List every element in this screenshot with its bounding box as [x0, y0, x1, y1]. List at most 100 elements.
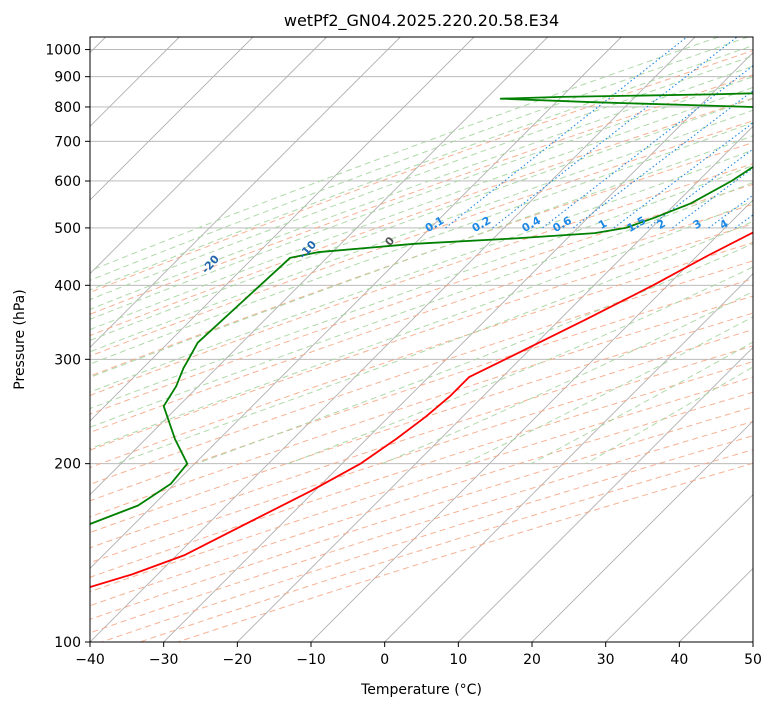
- moist-adiabat-line: [196, 242, 753, 465]
- isotherm-line: [384, 273, 753, 642]
- x-tick-label: −30: [149, 652, 179, 668]
- isotherm-line: [237, 125, 753, 642]
- x-tick-label: 50: [744, 652, 762, 668]
- dry-adiabat-line: [90, 223, 753, 451]
- mixing-ratio-label: 6: [756, 217, 769, 232]
- isotherm-line: [90, 37, 622, 569]
- x-tick-label: −20: [223, 652, 253, 668]
- y-tick-label: 500: [54, 221, 81, 237]
- y-tick-label: 800: [54, 100, 81, 116]
- moist-adiabat-line: [90, 164, 753, 410]
- isotherm-line: [90, 37, 475, 422]
- mixing-ratio-line: [734, 214, 753, 229]
- dry-adiabat-label: -10: [296, 238, 319, 262]
- moist-adiabat-line: [382, 291, 753, 465]
- dry-adiabat-line: [101, 435, 753, 642]
- x-tick-label: −10: [296, 652, 326, 668]
- mixing-ratio-line: [542, 65, 753, 229]
- moist-adiabat-line: [90, 86, 753, 331]
- y-tick-label: 700: [54, 134, 81, 150]
- isotherm-line: [90, 37, 696, 642]
- y-tick-label: 100: [54, 635, 81, 651]
- moist-adiabat-line: [90, 76, 753, 320]
- dry-adiabat-line: [90, 329, 753, 549]
- x-tick-label: 20: [523, 652, 541, 668]
- sounding-series: [90, 92, 753, 588]
- isotherm-line: [90, 37, 401, 348]
- dry-adiabat-line: [90, 120, 753, 357]
- isotherm-line: [752, 641, 753, 642]
- dewpoint-line: [90, 92, 753, 525]
- moist-adiabat-line: [288, 266, 753, 465]
- mixing-ratio-line: [647, 148, 753, 229]
- x-tick-label: −40: [75, 652, 105, 668]
- x-tick-label: 0: [380, 652, 389, 668]
- mixing-ratio-label: 2: [655, 217, 668, 232]
- mixing-ratio-label: 0.6: [550, 214, 574, 235]
- moist-adiabat-line: [90, 98, 753, 341]
- isotherm-lines: [90, 37, 753, 642]
- isobar-gridlines: [90, 49, 753, 642]
- isotherm-line: [90, 37, 548, 496]
- y-tick-label: 200: [54, 457, 81, 473]
- moist-adiabat-lines: [90, 37, 753, 465]
- isotherm-line: [310, 199, 753, 642]
- moist-adiabat-line: [90, 181, 753, 428]
- x-axis-label: Temperature (°C): [360, 682, 482, 698]
- isotherm-line: [605, 494, 753, 642]
- moist-adiabat-label: 10: [757, 152, 775, 172]
- moist-adiabat-line: [90, 37, 749, 281]
- dry-adiabat-line: [90, 391, 753, 607]
- moist-adiabat-line: [90, 44, 753, 291]
- mixing-ratio-line: [445, 37, 688, 229]
- moist-adiabat-line: [90, 65, 753, 310]
- moist-adiabat-line: [90, 55, 753, 301]
- isotherm-line: [163, 52, 753, 642]
- isotherm-line: [90, 37, 327, 275]
- mixing-ratio-line: [492, 37, 738, 229]
- mixing-ratio-lines: [445, 37, 753, 229]
- dry-adiabat-line: [90, 260, 753, 485]
- moist-adiabat-line: [90, 109, 753, 353]
- y-tick-label: 900: [54, 70, 81, 86]
- mixing-ratio-label: 0.4: [520, 214, 544, 235]
- isotherm-line: [90, 37, 254, 201]
- reference-line-labels: 0.10.20.40.611.52346810131620253036-100-…: [199, 152, 775, 276]
- dry-adiabat-line: [90, 312, 753, 534]
- temperature-line: [90, 231, 753, 588]
- mixing-ratio-label: 1.5: [625, 214, 648, 235]
- mixing-ratio-label: 3: [691, 217, 704, 232]
- y-tick-label: 1000: [45, 43, 81, 59]
- y-tick-label: 400: [54, 278, 81, 294]
- moist-adiabat-line: [90, 135, 753, 378]
- moist-adiabat-line: [90, 122, 753, 365]
- isotherm-line: [531, 420, 753, 642]
- dry-adiabat-line: [90, 361, 753, 578]
- y-tick-label: 600: [54, 174, 81, 190]
- dry-adiabat-line: [90, 278, 753, 502]
- mixing-ratio-label: 0.2: [470, 214, 493, 235]
- isotherm-line: [458, 346, 753, 642]
- dry-adiabat-line: [90, 163, 753, 396]
- mixing-ratio-line: [672, 167, 753, 229]
- x-tick-label: 40: [670, 652, 688, 668]
- y-tick-label: 300: [54, 352, 81, 368]
- dry-adiabat-line: [90, 142, 753, 377]
- x-tick-label: 30: [597, 652, 615, 668]
- plot-frame: [89, 36, 754, 643]
- moist-adiabat-line: [464, 316, 753, 465]
- dry-adiabat-line: [90, 97, 753, 337]
- moist-adiabat-line: [90, 37, 719, 272]
- moist-adiabat-line: [90, 149, 753, 393]
- chart-title: wetPf2_GN04.2025.220.20.58.E34: [284, 11, 559, 31]
- x-tick-label: 10: [449, 652, 467, 668]
- y-axis-label: Pressure (hPa): [12, 289, 28, 389]
- plot-area: 0.10.20.40.611.52346810131620253036-100-…: [90, 37, 775, 642]
- x-axis-ticks: −40 −30 −20 −10 0 10 20 30 40 50: [75, 642, 762, 668]
- dry-adiabat-line: [177, 462, 753, 642]
- moist-adiabat-line: [90, 200, 753, 450]
- isotherm-line: [679, 567, 753, 642]
- y-axis-ticks: 1000 900 800 700 600 500 400 300 200 100: [45, 43, 90, 651]
